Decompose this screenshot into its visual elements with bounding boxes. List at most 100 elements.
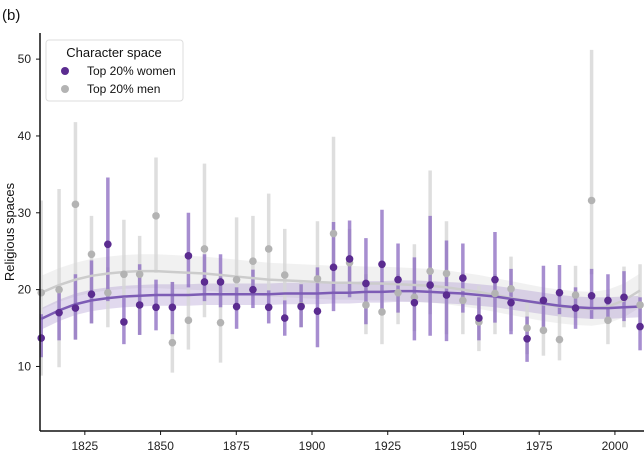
- men-data-point: [394, 288, 402, 297]
- men-data-point: [104, 288, 112, 297]
- panel-label: (b): [2, 7, 20, 24]
- y-tick-label: 40: [18, 129, 32, 143]
- x-tick-label: 1900: [299, 439, 326, 451]
- men-data-point: [184, 316, 193, 325]
- women-data-point: [459, 274, 467, 282]
- men-data-point: [168, 338, 177, 347]
- men-data-point: [507, 285, 515, 293]
- men-data-point: [280, 271, 289, 279]
- men-data-point: [362, 301, 370, 309]
- x-tick-label: 2000: [602, 439, 629, 451]
- women-data-point: [410, 298, 419, 307]
- men-data-point: [120, 270, 128, 279]
- men-data-point: [71, 200, 80, 209]
- y-axis-label: Religious spaces: [2, 182, 17, 281]
- men-data-point: [555, 335, 564, 344]
- women-data-point: [475, 314, 483, 322]
- women-data-point: [200, 278, 209, 286]
- legend-women-label: Top 20% women: [87, 64, 176, 78]
- women-data-point: [71, 304, 80, 312]
- men-data-point: [523, 324, 531, 332]
- men-data-point: [442, 269, 451, 278]
- men-data-point: [135, 270, 144, 279]
- women-data-point: [378, 260, 386, 269]
- men-data-point: [249, 257, 257, 265]
- women-data-point: [55, 308, 63, 317]
- legend-women-marker-icon: [61, 67, 69, 75]
- men-data-point: [152, 212, 160, 220]
- men-data-point: [264, 245, 273, 253]
- y-tick-label: 30: [18, 206, 32, 220]
- women-data-point: [555, 288, 564, 297]
- women-data-point: [507, 298, 515, 307]
- x-tick-label: 1975: [526, 439, 553, 451]
- men-data-point: [604, 316, 612, 325]
- men-data-point: [587, 196, 596, 205]
- women-data-point: [152, 303, 160, 312]
- women-data-point: [426, 281, 434, 289]
- women-data-point: [523, 334, 531, 343]
- x-tick-label: 1925: [374, 439, 401, 451]
- x-ticks: 1825 1850 1875 1900 1925 1950 1975 2000: [71, 431, 629, 451]
- legend-title: Character space: [66, 45, 161, 60]
- women-data-point: [249, 285, 257, 294]
- legend-men-marker-icon: [61, 85, 69, 93]
- men-data-point: [539, 326, 548, 335]
- y-tick-label: 50: [18, 52, 32, 66]
- women-data-point: [297, 302, 305, 311]
- men-data-point: [378, 308, 386, 316]
- men-data-point: [459, 296, 467, 305]
- women-data-point: [539, 296, 548, 305]
- women-data-point: [104, 240, 112, 249]
- women-data-point: [329, 263, 338, 272]
- men-data-point: [200, 245, 209, 253]
- legend-box: [45, 39, 184, 102]
- men-data-point: [216, 318, 225, 327]
- women-data-point: [571, 304, 580, 312]
- men-data-point: [491, 289, 499, 298]
- men-data-point: [313, 275, 322, 283]
- x-tick-label: 1875: [223, 439, 250, 451]
- women-data-point: [168, 303, 177, 312]
- x-tick-label: 1850: [147, 439, 174, 451]
- men-data-point: [87, 250, 96, 259]
- men-data-point: [571, 291, 580, 299]
- legend: Character space Top 20% women Top 20% me…: [45, 39, 184, 102]
- x-tick-label: 1825: [71, 439, 98, 451]
- men-data-point: [232, 275, 241, 284]
- y-ticks: 10 20 30 40 50: [18, 52, 40, 373]
- women-data-point: [120, 318, 128, 326]
- women-data-point: [442, 291, 451, 299]
- women-smooth-curve: [40, 289, 641, 320]
- men-data-point: [636, 301, 644, 309]
- data-points: [37, 196, 644, 347]
- x-tick-label: 1950: [450, 439, 477, 451]
- women-data-point: [232, 302, 241, 311]
- women-data-point: [587, 291, 596, 300]
- women-data-point: [37, 334, 46, 342]
- women-data-point: [394, 275, 402, 284]
- women-data-point: [87, 290, 96, 299]
- men-data-point: [55, 285, 63, 294]
- men-data-point: [426, 267, 434, 275]
- women-data-point: [620, 293, 628, 302]
- legend-men-label: Top 20% men: [87, 82, 160, 96]
- men-data-point: [329, 229, 338, 238]
- women-data-point: [216, 278, 225, 286]
- women-data-point: [313, 307, 322, 315]
- women-confidence-band: [41, 280, 641, 330]
- y-tick-label: 20: [18, 283, 32, 297]
- women-data-point: [135, 301, 144, 309]
- women-data-point: [345, 255, 354, 263]
- men-data-point: [410, 293, 419, 302]
- women-data-point: [264, 303, 273, 312]
- women-data-point: [491, 275, 499, 284]
- women-data-point: [604, 296, 612, 305]
- women-data-point: [184, 252, 193, 260]
- women-data-point: [280, 314, 289, 322]
- y-tick-label: 10: [18, 359, 32, 373]
- smooth-curves: [40, 269, 641, 320]
- women-data-point: [636, 322, 644, 331]
- women-data-point: [362, 279, 370, 288]
